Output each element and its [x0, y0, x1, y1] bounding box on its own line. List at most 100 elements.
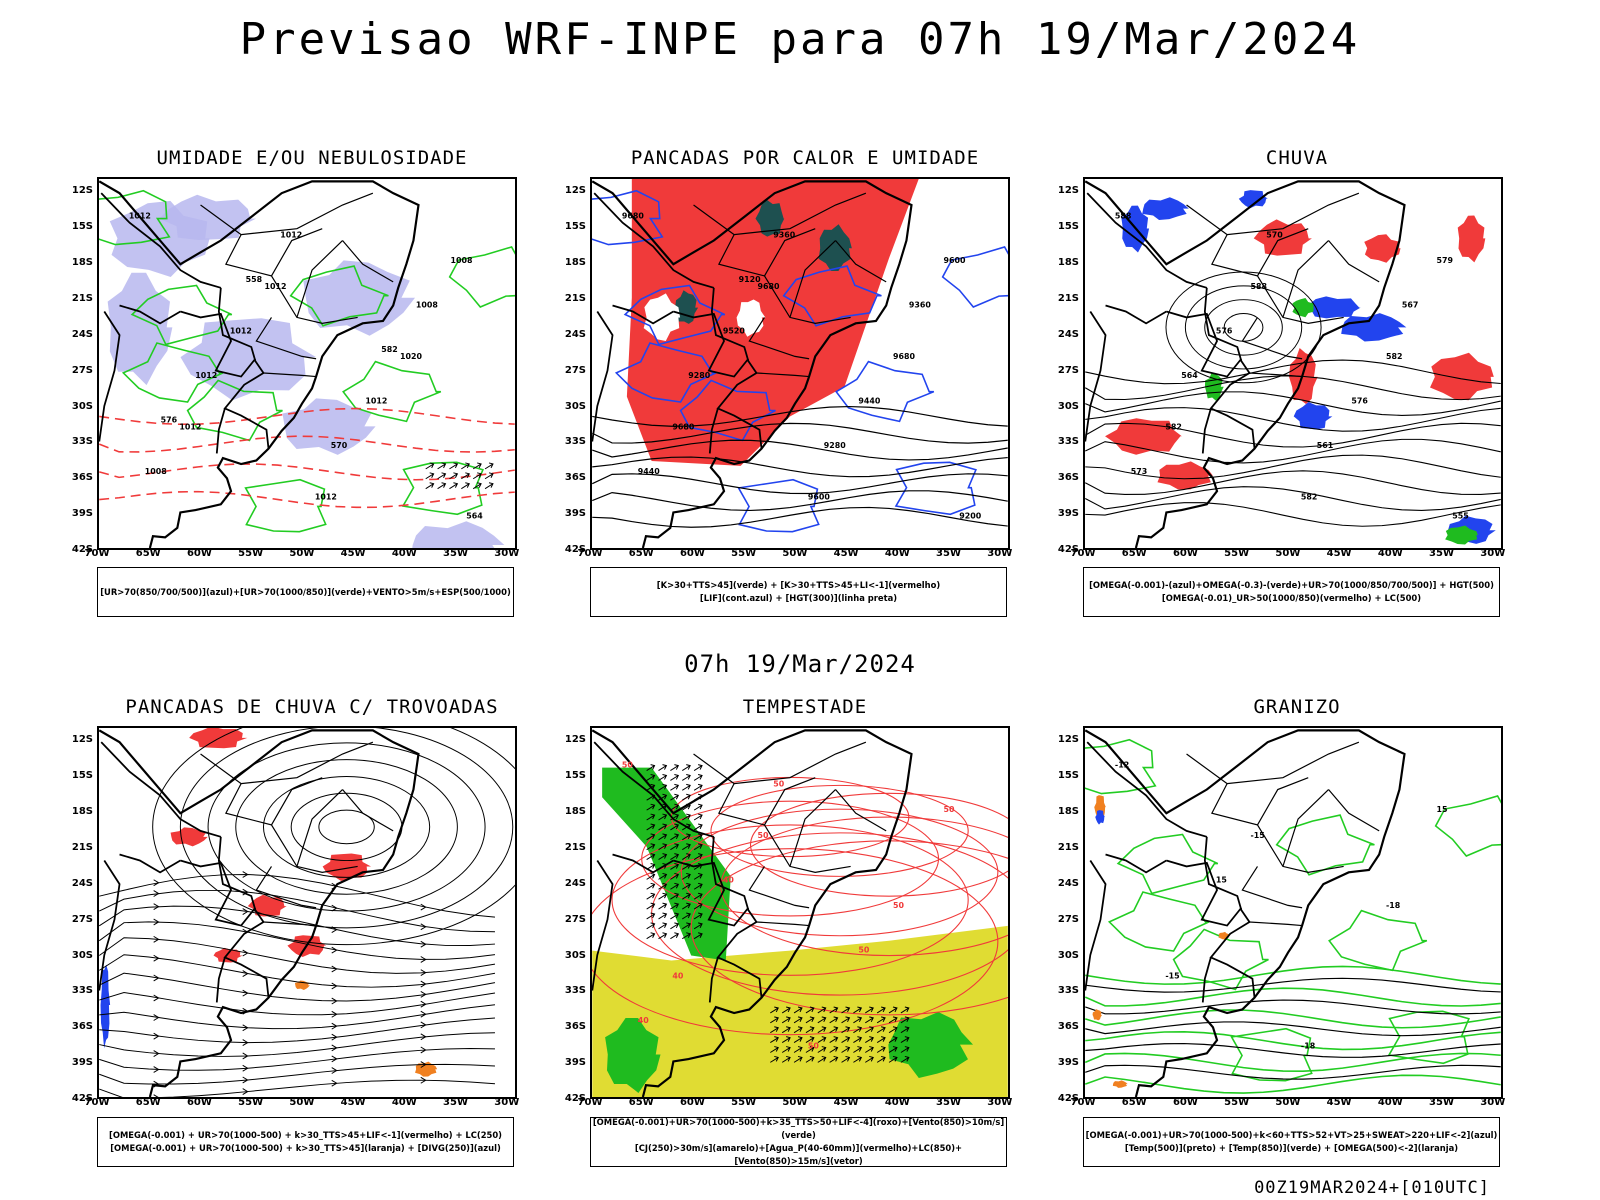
latitude-tick-label: 33S	[71, 985, 93, 997]
humidity-area	[412, 521, 505, 548]
legend-line: [Temp(500)](preto) + [Temp(850)](verde) …	[1124, 1143, 1459, 1153]
contour-label: 9440	[638, 467, 661, 476]
contour-label: 582	[1301, 493, 1318, 502]
streamline	[99, 1004, 496, 1030]
contour-label: 564	[1181, 371, 1198, 380]
country-border	[215, 957, 226, 1003]
latitude-tick-label: 15S	[1057, 770, 1079, 782]
contour-label: 9360	[909, 301, 932, 310]
country-border	[673, 310, 750, 378]
streamline-arrow	[153, 903, 160, 911]
latitude-tick-label: 30S	[1057, 400, 1079, 412]
legend-line: [K>30+TTS>45](verde) + [K>30+TTS>45+LI<-…	[656, 580, 941, 590]
streamline	[99, 905, 495, 947]
green-contour	[592, 189, 664, 246]
longitude-tick-label: 45W	[833, 548, 859, 559]
lc850-contour	[710, 784, 969, 877]
humidity-area	[282, 398, 376, 455]
country-border	[1203, 287, 1256, 449]
latitude-tick-label: 21S	[564, 841, 586, 853]
wind-vector	[449, 482, 459, 490]
divergence-area	[100, 964, 111, 1049]
state-border	[225, 234, 358, 324]
streamline-arrow	[420, 990, 427, 998]
omega-ur-area	[1364, 234, 1401, 263]
legend-line: [OMEGA(-0.01)_UR>50(1000/850)(vermelho) …	[1161, 593, 1422, 603]
wind-vector	[693, 783, 703, 791]
longitude-tick-label: 60W	[1172, 548, 1198, 559]
streamline-arrow	[420, 956, 427, 963]
streamline-arrow	[420, 1076, 427, 1084]
latitude-tick-label: 30S	[564, 400, 586, 412]
contour-label: 1012	[179, 422, 201, 431]
wind-vector	[484, 472, 494, 480]
contour-label: -18	[1301, 1042, 1316, 1051]
wind-vector	[425, 462, 435, 470]
streamline-arrow	[153, 954, 160, 962]
streamline	[207, 742, 486, 912]
streamline	[318, 809, 375, 845]
streamline	[152, 728, 515, 946]
contour-label: 9600	[808, 493, 831, 502]
latitude-tick-label: 36S	[1057, 472, 1079, 484]
wind-vector	[829, 1055, 839, 1063]
wind-vector	[841, 1006, 851, 1014]
streamline-arrow	[420, 1010, 427, 1018]
contour-label: 50	[808, 1042, 820, 1051]
legend-umidade: [UR>70(850/700/500)](azul)+[UR>70(1000/8…	[97, 567, 514, 617]
wind-vector	[781, 1036, 791, 1044]
country-border	[612, 853, 674, 874]
humidity-area	[159, 194, 257, 241]
wind-vector	[817, 1016, 827, 1024]
wind-vector	[829, 1006, 839, 1014]
wind-vector	[781, 1026, 791, 1034]
green-contour	[679, 379, 776, 442]
green-contour	[623, 284, 726, 346]
wind-vector	[805, 1046, 815, 1053]
longitude-tick-label: 40W	[1377, 1097, 1403, 1108]
wind-vector	[484, 482, 494, 490]
latitude-tick-label: 30S	[71, 400, 93, 412]
country-border	[99, 310, 121, 442]
green-contour	[782, 265, 882, 327]
wind-vector	[829, 1046, 839, 1053]
panel-title-chuva: CHUVA	[1265, 147, 1329, 169]
longitude-tick-label: 40W	[884, 548, 910, 559]
height-contour	[1085, 502, 1501, 527]
latitude-tick-label: 39S	[71, 508, 93, 520]
latitude-tick-label: 21S	[71, 841, 93, 853]
streamline	[99, 972, 496, 1002]
wind-vector	[770, 1036, 779, 1044]
longitude-tick-label: 50W	[782, 548, 808, 559]
latitude-tick-label: 12S	[1057, 734, 1079, 746]
omega-area	[1142, 197, 1189, 220]
thunderstorm-area	[213, 947, 243, 963]
longitude-axis: 70W 65W 60W 55W 50W 45W 40W 35W 30W	[1071, 1097, 1506, 1111]
height-contour	[1085, 422, 1501, 448]
contour-label: 555	[1452, 511, 1469, 520]
wind-vector	[793, 1046, 803, 1053]
latitude-tick-label: 27S	[1057, 364, 1079, 376]
latitude-tick-label: 33S	[1057, 985, 1079, 997]
coastline	[592, 729, 913, 1097]
latitude-tick-label: 24S	[1057, 877, 1079, 889]
longitude-tick-label: 40W	[884, 1097, 910, 1108]
country-border	[1166, 310, 1243, 378]
longitude-tick-label: 65W	[628, 1097, 654, 1108]
wind-vector	[658, 912, 668, 920]
state-border	[1256, 228, 1309, 277]
streamline-arrow	[420, 1000, 427, 1008]
contour-label: 1012	[129, 212, 151, 221]
state-border	[225, 783, 358, 873]
wind-vector	[682, 922, 691, 930]
latitude-tick-label: 21S	[1057, 841, 1079, 853]
wind-vector	[888, 1036, 898, 1044]
temp850-contour	[1085, 965, 1501, 985]
contour-label: 576	[1351, 397, 1368, 406]
wind-vector	[693, 853, 703, 860]
latitude-tick-label: 39S	[71, 1057, 93, 1069]
streamline-arrow	[331, 1079, 338, 1087]
lc850-contour	[611, 824, 969, 976]
wind-vector	[484, 462, 494, 470]
wind-vector	[461, 482, 470, 490]
